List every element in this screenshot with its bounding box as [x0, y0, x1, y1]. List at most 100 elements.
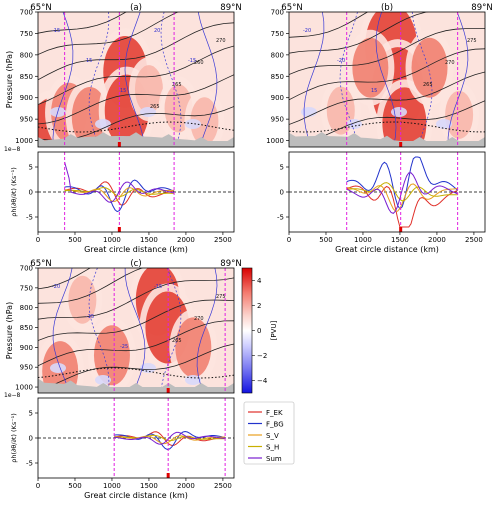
vwind-contour: [411, 12, 433, 147]
ytick-label-upper: 950: [20, 364, 33, 372]
theta-contour: [38, 12, 179, 55]
vwind-label: 15: [120, 88, 126, 94]
heating-curve: [346, 185, 458, 228]
vwind-label: -20: [303, 28, 311, 34]
legend-label: S_H: [266, 444, 279, 452]
vwind-contour: [160, 12, 182, 147]
legend-label: S_V: [266, 432, 279, 440]
ytick-label-upper: 800: [20, 304, 33, 312]
pv-blob: [93, 325, 130, 386]
y-axis-label-lower: ρh(∂θ/∂t) (Ks⁻¹): [10, 167, 18, 217]
xtick-label: 1000: [103, 236, 121, 244]
vwind-label: -20: [52, 284, 60, 290]
upper-plot: 275 270 265 -20 -15 -25 -15: [38, 268, 234, 393]
xtick-label: 1500: [391, 236, 409, 244]
theta-label: 265: [423, 82, 433, 88]
boundary-layer-line: [38, 121, 234, 133]
panel-label: (c): [130, 259, 141, 269]
xtick-label: 1500: [140, 482, 158, 490]
pv-blob: [382, 87, 427, 147]
vwind-label: -15: [52, 28, 60, 34]
pv-negative-patch: [391, 107, 407, 117]
theta-contour: [289, 28, 485, 75]
orography: [38, 132, 234, 147]
ytick-label-upper: 900: [20, 94, 33, 102]
ytick-label-upper: 800: [20, 51, 33, 59]
lat-left-label: 65°N: [281, 3, 302, 13]
vwind-contour: [375, 12, 397, 147]
pv-negative-patch: [95, 375, 111, 385]
cyclone-center-marker: [117, 142, 121, 147]
upper-plot: 275 270 265 -20 -20 15: [289, 12, 485, 147]
pv-negative-patch: [185, 119, 201, 129]
pv-blob: [411, 37, 448, 98]
xtick-label: 0: [36, 482, 40, 490]
colorbar-tick-label: 0: [257, 327, 261, 335]
y-axis-label-upper: Pressure (hPa): [5, 302, 14, 359]
legend-label: F_BG: [266, 421, 284, 429]
theta-label: 270: [216, 38, 226, 44]
boundary-layer-line: [289, 121, 485, 133]
x-axis-label: Great circle distance (km): [84, 491, 188, 500]
boundary-layer-line: [38, 367, 234, 379]
ytick-label-upper: 700: [20, 265, 33, 273]
ytick-label-lower: 0: [280, 189, 284, 197]
lat-left-label: 65°N: [30, 3, 51, 13]
pv-colorbar: 4 2 0 −2 −4 [PVU]: [241, 267, 278, 394]
vwind-label: -15: [154, 284, 162, 290]
vwind-contour: [339, 12, 359, 147]
heating-curve: [114, 431, 226, 445]
lat-left-label: 65°N: [30, 259, 51, 269]
colorbar-bar: [241, 267, 253, 394]
xtick-label: 2500: [214, 236, 232, 244]
ytick-label-upper: 750: [20, 30, 33, 38]
theta-contour: [289, 12, 369, 38]
heating-curve: [114, 434, 226, 442]
heating-curve: [64, 186, 175, 197]
xtick-label: 1500: [140, 236, 158, 244]
theta-contour: [38, 320, 234, 367]
theta-label: 275: [216, 294, 226, 300]
xtick-label: 2000: [177, 482, 195, 490]
vwind-contour: [196, 268, 218, 393]
ytick-label-lower: -5: [277, 214, 284, 222]
ytick-label-lower: -5: [26, 460, 33, 468]
pv-negative-patch: [185, 375, 201, 385]
ytick-label-upper: 700: [271, 9, 284, 17]
pv-blob: [445, 90, 474, 139]
ytick-label-lower: 0: [29, 435, 33, 443]
theta-contour: [38, 343, 234, 391]
scale-note: 1e−8: [4, 146, 21, 153]
panel-2: 275 270 265 -20 -15 -25 -15 700 750 800 850 900 950 1…: [4, 259, 242, 500]
x-axis-label: Great circle distance (km): [84, 245, 188, 254]
xtick-label: 2500: [214, 482, 232, 490]
ytick-label-upper: 950: [271, 116, 284, 124]
upper-axes-frame: [37, 267, 235, 394]
orography: [38, 378, 234, 393]
ytick-label-lower: 5: [280, 164, 284, 172]
pv-blob: [190, 97, 219, 146]
vwind-contour: [52, 268, 73, 393]
ytick-label-upper: 850: [20, 324, 33, 332]
heating-curve: [346, 172, 458, 214]
ytick-label-upper: 750: [20, 284, 33, 292]
xtick-label: 2500: [465, 236, 483, 244]
xtick-label: 2000: [177, 236, 195, 244]
xtick-label: 2000: [428, 236, 446, 244]
upper-axes-frame: [37, 11, 235, 148]
ytick-label-upper: 1000: [15, 137, 33, 145]
vwind-contour: [124, 268, 146, 393]
ytick-label-upper: 1000: [15, 384, 33, 392]
orography: [289, 132, 485, 147]
theta-contour: [289, 71, 485, 125]
upper-axes-frame: [288, 11, 486, 148]
theta-label: 270: [194, 316, 204, 322]
ytick-label-upper: 800: [271, 51, 284, 59]
vwind-label: 15: [371, 88, 377, 94]
panel-label: (a): [130, 3, 142, 13]
xtick-label: 1000: [354, 236, 372, 244]
theta-contour: [38, 277, 234, 320]
theta-contour: [38, 268, 144, 304]
vwind-label: -15: [86, 314, 94, 320]
